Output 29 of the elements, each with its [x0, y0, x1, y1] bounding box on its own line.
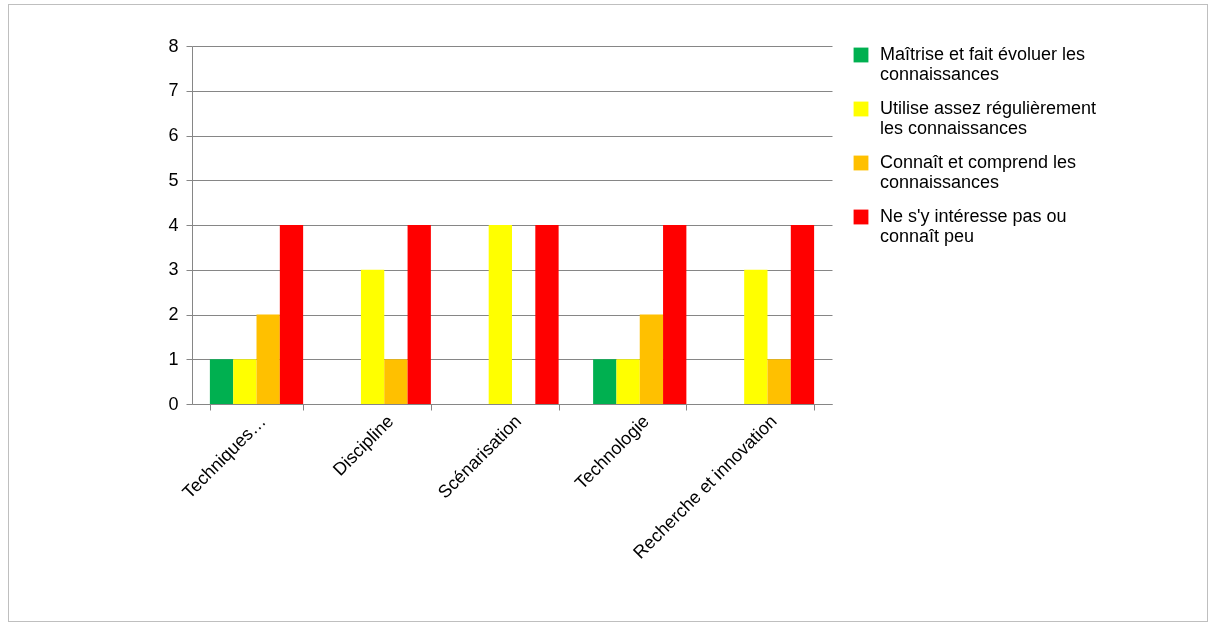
bar [360, 269, 385, 404]
bar [790, 225, 815, 404]
bar [488, 225, 512, 404]
bar [233, 359, 257, 404]
bar [407, 225, 431, 404]
y-tick-label: 1 [168, 348, 179, 369]
y-tick-label: 8 [168, 35, 179, 56]
bar [384, 359, 408, 404]
bar [744, 269, 768, 404]
y-tick-label: 4 [168, 214, 179, 235]
bar [663, 225, 687, 404]
y-tick-label: 3 [168, 259, 179, 280]
legend-label: Utilise assez régulièrement les connaissances [880, 98, 1097, 138]
y-tick-label: 5 [168, 169, 179, 190]
legend-label: Connaît et comprend les connaissances [880, 152, 1077, 192]
bar [209, 359, 234, 404]
y-tick-label: 6 [168, 125, 179, 145]
y-tick-label: 2 [168, 304, 179, 324]
bar [279, 225, 304, 404]
bar [256, 314, 280, 404]
bar [535, 225, 559, 404]
bar [639, 314, 664, 404]
bar [767, 359, 791, 404]
y-tick-label: 7 [168, 80, 179, 101]
legend-label: Ne s'y intéresse pas ou connaît peu [880, 206, 1067, 246]
bar [616, 359, 640, 404]
y-tick-label: 0 [168, 393, 179, 414]
bar [593, 359, 617, 404]
legend-label: Maîtrise et fait évoluer les connaissances [880, 44, 1086, 84]
